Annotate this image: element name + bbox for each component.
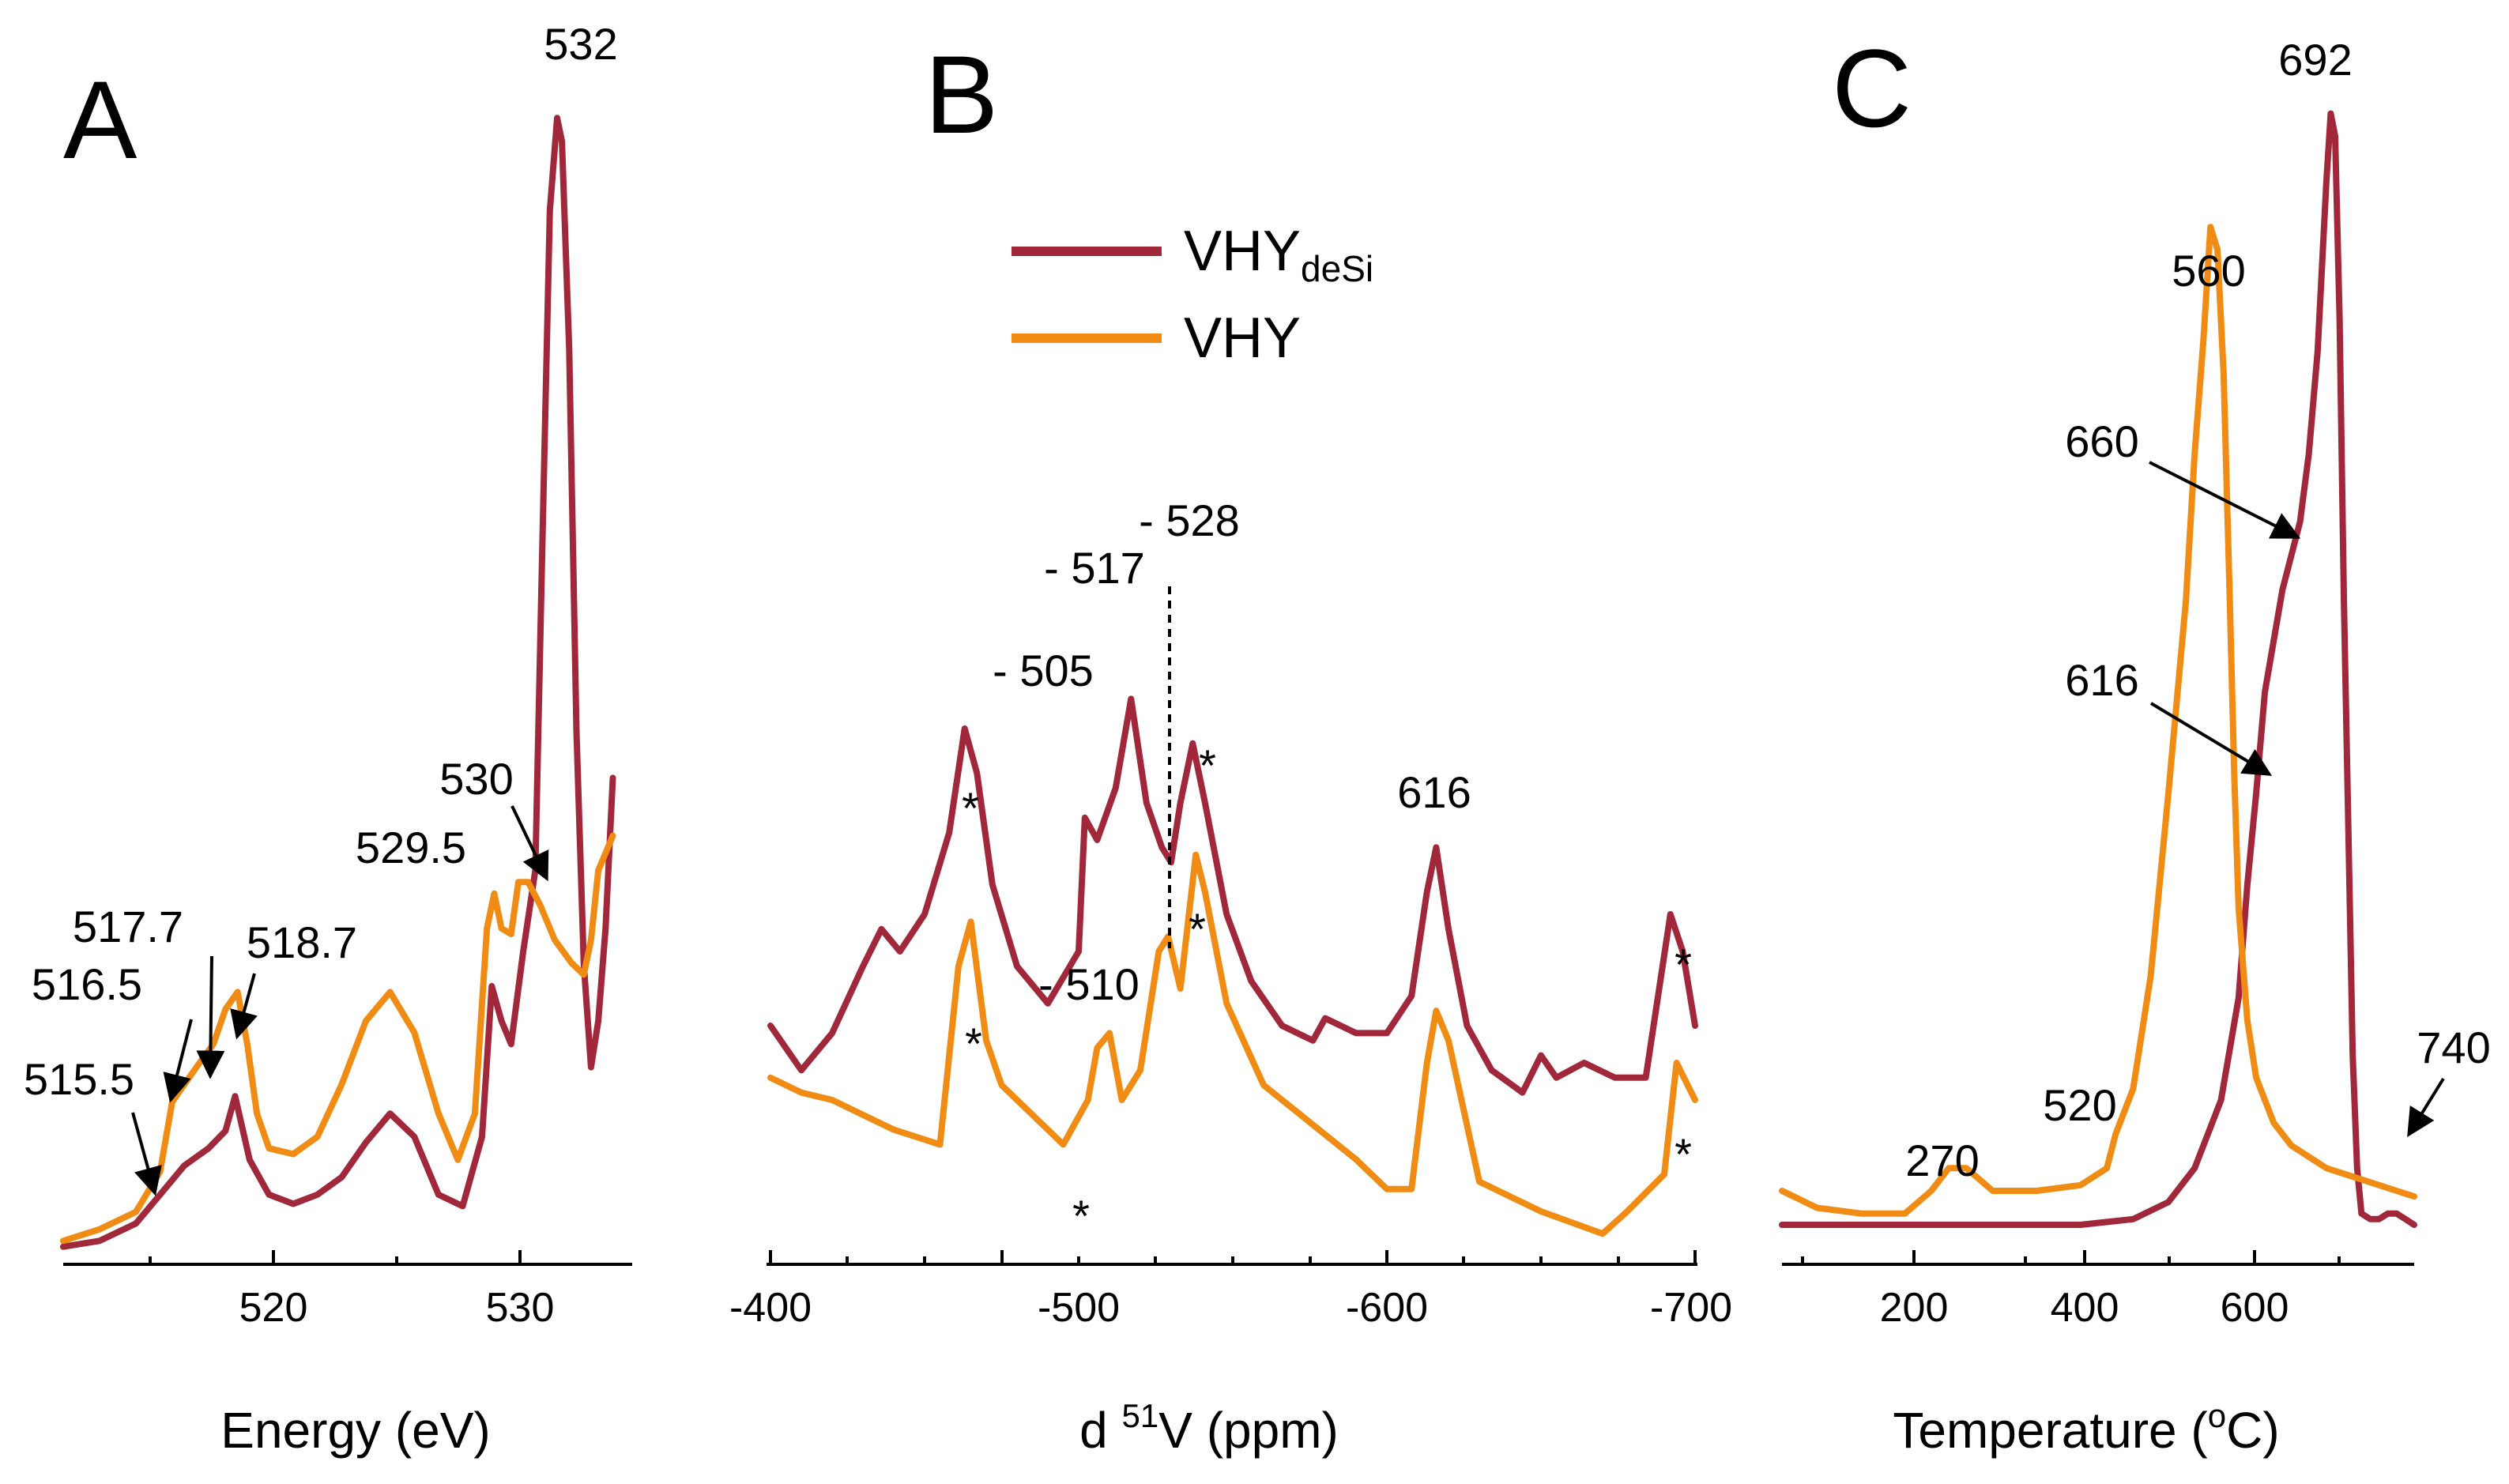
panel-letter-a: A <box>63 58 138 182</box>
series-line-vhydesi <box>1779 110 2417 1228</box>
panel-b-tick-label: -600 <box>1346 1285 1428 1331</box>
annotation-528: - 528 <box>1139 495 1240 545</box>
legend-label-vhydesi-sub: deSi <box>1301 248 1373 289</box>
arrow-517-7 <box>196 955 225 1079</box>
annotation-270: 270 <box>1905 1136 1979 1185</box>
series-line-vhy <box>60 832 616 1245</box>
annotation-515-5: 515.5 <box>24 1054 134 1104</box>
panel-a-series <box>60 115 616 1250</box>
annotation-510: - 510 <box>1038 959 1140 1009</box>
panel-b-x-label-post: V (ppm) <box>1158 1402 1339 1459</box>
asterisk-marker: * <box>1675 940 1692 989</box>
legend-label-vhydesi: VHYdeSi <box>1184 220 1373 289</box>
panel-b-tick-label: -400 <box>729 1285 812 1331</box>
asterisk-marker: * <box>962 783 979 833</box>
panel-b-x-label-sup: 51 <box>1122 1397 1159 1434</box>
annotation-517-7: 517.7 <box>73 902 183 951</box>
panel-a-x-label: Energy (eV) <box>220 1402 490 1459</box>
panel-a: A 520 530 Energy (eV) 532 530 529.5 517.… <box>24 19 632 1459</box>
asterisk-marker: * <box>1072 1191 1090 1241</box>
arrow-515-5 <box>131 1112 162 1196</box>
panel-c-x-label: Temperature (oC) <box>1893 1397 2279 1459</box>
asterisk-marker: * <box>1189 904 1206 954</box>
panel-c-x-label-sup: o <box>2208 1397 2226 1434</box>
legend: VHYdeSi VHY <box>1012 220 1373 370</box>
panel-c: C 200 400 600 Temperature (oC) 692 560 6… <box>1779 26 2491 1459</box>
panel-b-series <box>767 695 1698 1237</box>
panel-c-x-label-pre: Temperature ( <box>1893 1402 2207 1459</box>
legend-label-vhydesi-main: VHY <box>1184 220 1301 283</box>
annotation-560: 560 <box>2172 246 2245 296</box>
annotation-530: 530 <box>439 754 513 804</box>
panel-b-tick-label: -500 <box>1038 1285 1120 1331</box>
annotation-532: 532 <box>544 19 617 69</box>
arrow-518-7 <box>230 973 258 1040</box>
annotation-518-7: 518.7 <box>247 917 357 967</box>
arrow-740 <box>2407 1077 2445 1138</box>
panel-c-x-label-post: C) <box>2226 1402 2280 1459</box>
panel-c-series <box>1779 110 2417 1228</box>
annotation-505: - 505 <box>993 646 1094 695</box>
panel-a-tick-label: 530 <box>486 1285 555 1331</box>
annotation-529-5: 529.5 <box>356 823 466 872</box>
panel-b: B VHYdeSi VHY -400 -500 -600 -700 d 51V … <box>729 32 1732 1459</box>
arrow-616 <box>2149 702 2273 776</box>
panel-c-tick-label: 600 <box>2221 1285 2289 1331</box>
annotation-516-5: 516.5 <box>32 959 142 1009</box>
annotation-616: 616 <box>1397 767 1471 817</box>
panel-c-tick-label: 400 <box>2051 1285 2119 1331</box>
legend-label-vhy: VHY <box>1184 307 1301 370</box>
annotation-660: 660 <box>2065 416 2138 466</box>
panel-b-tick-label: -700 <box>1650 1285 1732 1331</box>
panel-letter-c: C <box>1832 26 1912 150</box>
panel-b-x-label: d 51V (ppm) <box>1079 1397 1339 1459</box>
asterisk-marker: * <box>1199 740 1216 790</box>
annotation-740: 740 <box>2417 1023 2490 1072</box>
series-line-vhy <box>767 851 1698 1237</box>
arrow-516-5 <box>163 1019 193 1103</box>
asterisk-marker: * <box>965 1019 982 1068</box>
panel-letter-b: B <box>925 32 998 156</box>
arrow-530 <box>510 805 549 882</box>
annotation-616: 616 <box>2065 655 2138 705</box>
series-line-vhydesi <box>60 115 616 1250</box>
arrow-660 <box>2149 461 2301 539</box>
annotation-520: 520 <box>2043 1080 2116 1130</box>
series-line-vhydesi <box>767 695 1698 1096</box>
panel-a-tick-label: 520 <box>239 1285 308 1331</box>
panel-b-x-label-pre: d <box>1079 1402 1121 1459</box>
annotation-692: 692 <box>2278 35 2352 85</box>
series-line-vhy <box>1779 224 2417 1217</box>
panel-c-tick-label: 200 <box>1880 1285 1949 1331</box>
asterisk-marker: * <box>1675 1129 1692 1179</box>
annotation-517: - 517 <box>1044 543 1145 593</box>
